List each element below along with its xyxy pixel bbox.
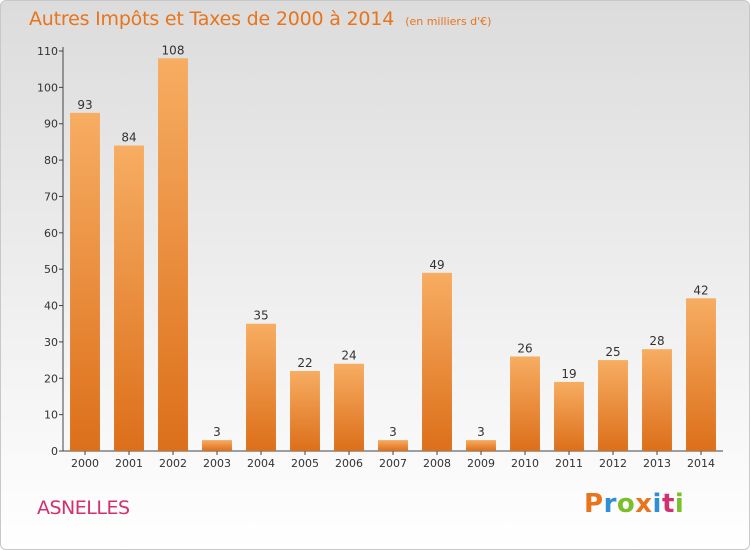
bar-2000	[70, 112, 100, 452]
logo-letter: o	[616, 489, 636, 519]
bar-2007	[378, 440, 408, 451]
bar-2014	[686, 298, 716, 451]
y-tick-label: 40	[44, 300, 58, 313]
data-label: 3	[389, 425, 397, 439]
bar-2008	[422, 272, 452, 451]
bar-2004	[246, 323, 276, 451]
x-tick-label: 2003	[203, 457, 231, 470]
data-label: 3	[477, 425, 485, 439]
bar-2009	[466, 440, 496, 451]
proxiti-logo: Proxiti	[584, 489, 684, 519]
y-tick-label: 10	[44, 409, 58, 422]
y-tick-label: 100	[37, 81, 58, 94]
data-label: 35	[253, 309, 268, 323]
x-tick-label: 2005	[291, 457, 319, 470]
bar-2003	[202, 440, 232, 451]
chart-bars	[70, 58, 716, 452]
commune-name: ASNELLES	[37, 497, 130, 519]
data-label: 24	[341, 349, 356, 363]
data-label: 3	[213, 425, 221, 439]
bar-2001	[114, 145, 144, 451]
y-tick-label: 0	[51, 445, 58, 458]
data-label: 26	[517, 341, 532, 355]
bar-2006	[334, 363, 364, 451]
x-tick-label: 2006	[335, 457, 363, 470]
y-tick-label: 50	[44, 263, 58, 276]
chart-subtitle: (en milliers d'€)	[405, 15, 492, 28]
x-tick-label: 2009	[467, 457, 495, 470]
logo-letter: i	[674, 489, 685, 519]
y-tick-label: 80	[44, 154, 58, 167]
x-tick-label: 2013	[643, 457, 671, 470]
data-label: 108	[162, 43, 185, 57]
x-tick-label: 2007	[379, 457, 407, 470]
bar-2010	[510, 356, 540, 451]
y-tick-label: 20	[44, 372, 58, 385]
chart-labels: 93 2000 84 2001 108 2002 3 2003 35 2004 22 2005 24 20…	[71, 43, 715, 470]
x-tick-label: 2001	[115, 457, 143, 470]
bar-2002	[158, 58, 188, 451]
x-tick-label: 2000	[71, 457, 99, 470]
logo-letter: x	[635, 489, 653, 519]
y-tick-label: 110	[37, 45, 58, 58]
x-tick-label: 2002	[159, 457, 187, 470]
bar-2013	[642, 349, 672, 451]
data-label: 22	[297, 356, 312, 370]
logo-letter: t	[661, 489, 675, 519]
data-label: 28	[649, 334, 664, 348]
x-tick-label: 2012	[599, 457, 627, 470]
logo-letter: i	[652, 489, 662, 519]
data-label: 19	[561, 367, 576, 381]
data-label: 25	[605, 345, 620, 359]
x-tick-label: 2011	[555, 457, 583, 470]
x-tick-label: 2010	[511, 457, 539, 470]
logo-letter: r	[603, 489, 617, 519]
data-label: 42	[693, 283, 708, 297]
title-row: Autres Impôts et Taxes de 2000 à 2014 (e…	[29, 8, 491, 30]
x-tick-label: 2004	[247, 457, 275, 470]
chart-title: Autres Impôts et Taxes de 2000 à 2014	[29, 8, 395, 30]
y-tick-label: 90	[44, 118, 58, 131]
bar-2005	[290, 371, 320, 451]
y-tick-label: 60	[44, 227, 58, 240]
y-tick-label: 70	[44, 190, 58, 203]
logo-letter: P	[584, 489, 604, 519]
x-tick-label: 2014	[687, 457, 715, 470]
bar-2011	[554, 381, 584, 451]
data-label: 84	[121, 131, 136, 145]
y-tick-label: 30	[44, 336, 58, 349]
bar-2012	[598, 360, 628, 451]
x-tick-label: 2008	[423, 457, 451, 470]
data-label: 49	[429, 258, 444, 272]
data-label: 93	[77, 98, 92, 112]
